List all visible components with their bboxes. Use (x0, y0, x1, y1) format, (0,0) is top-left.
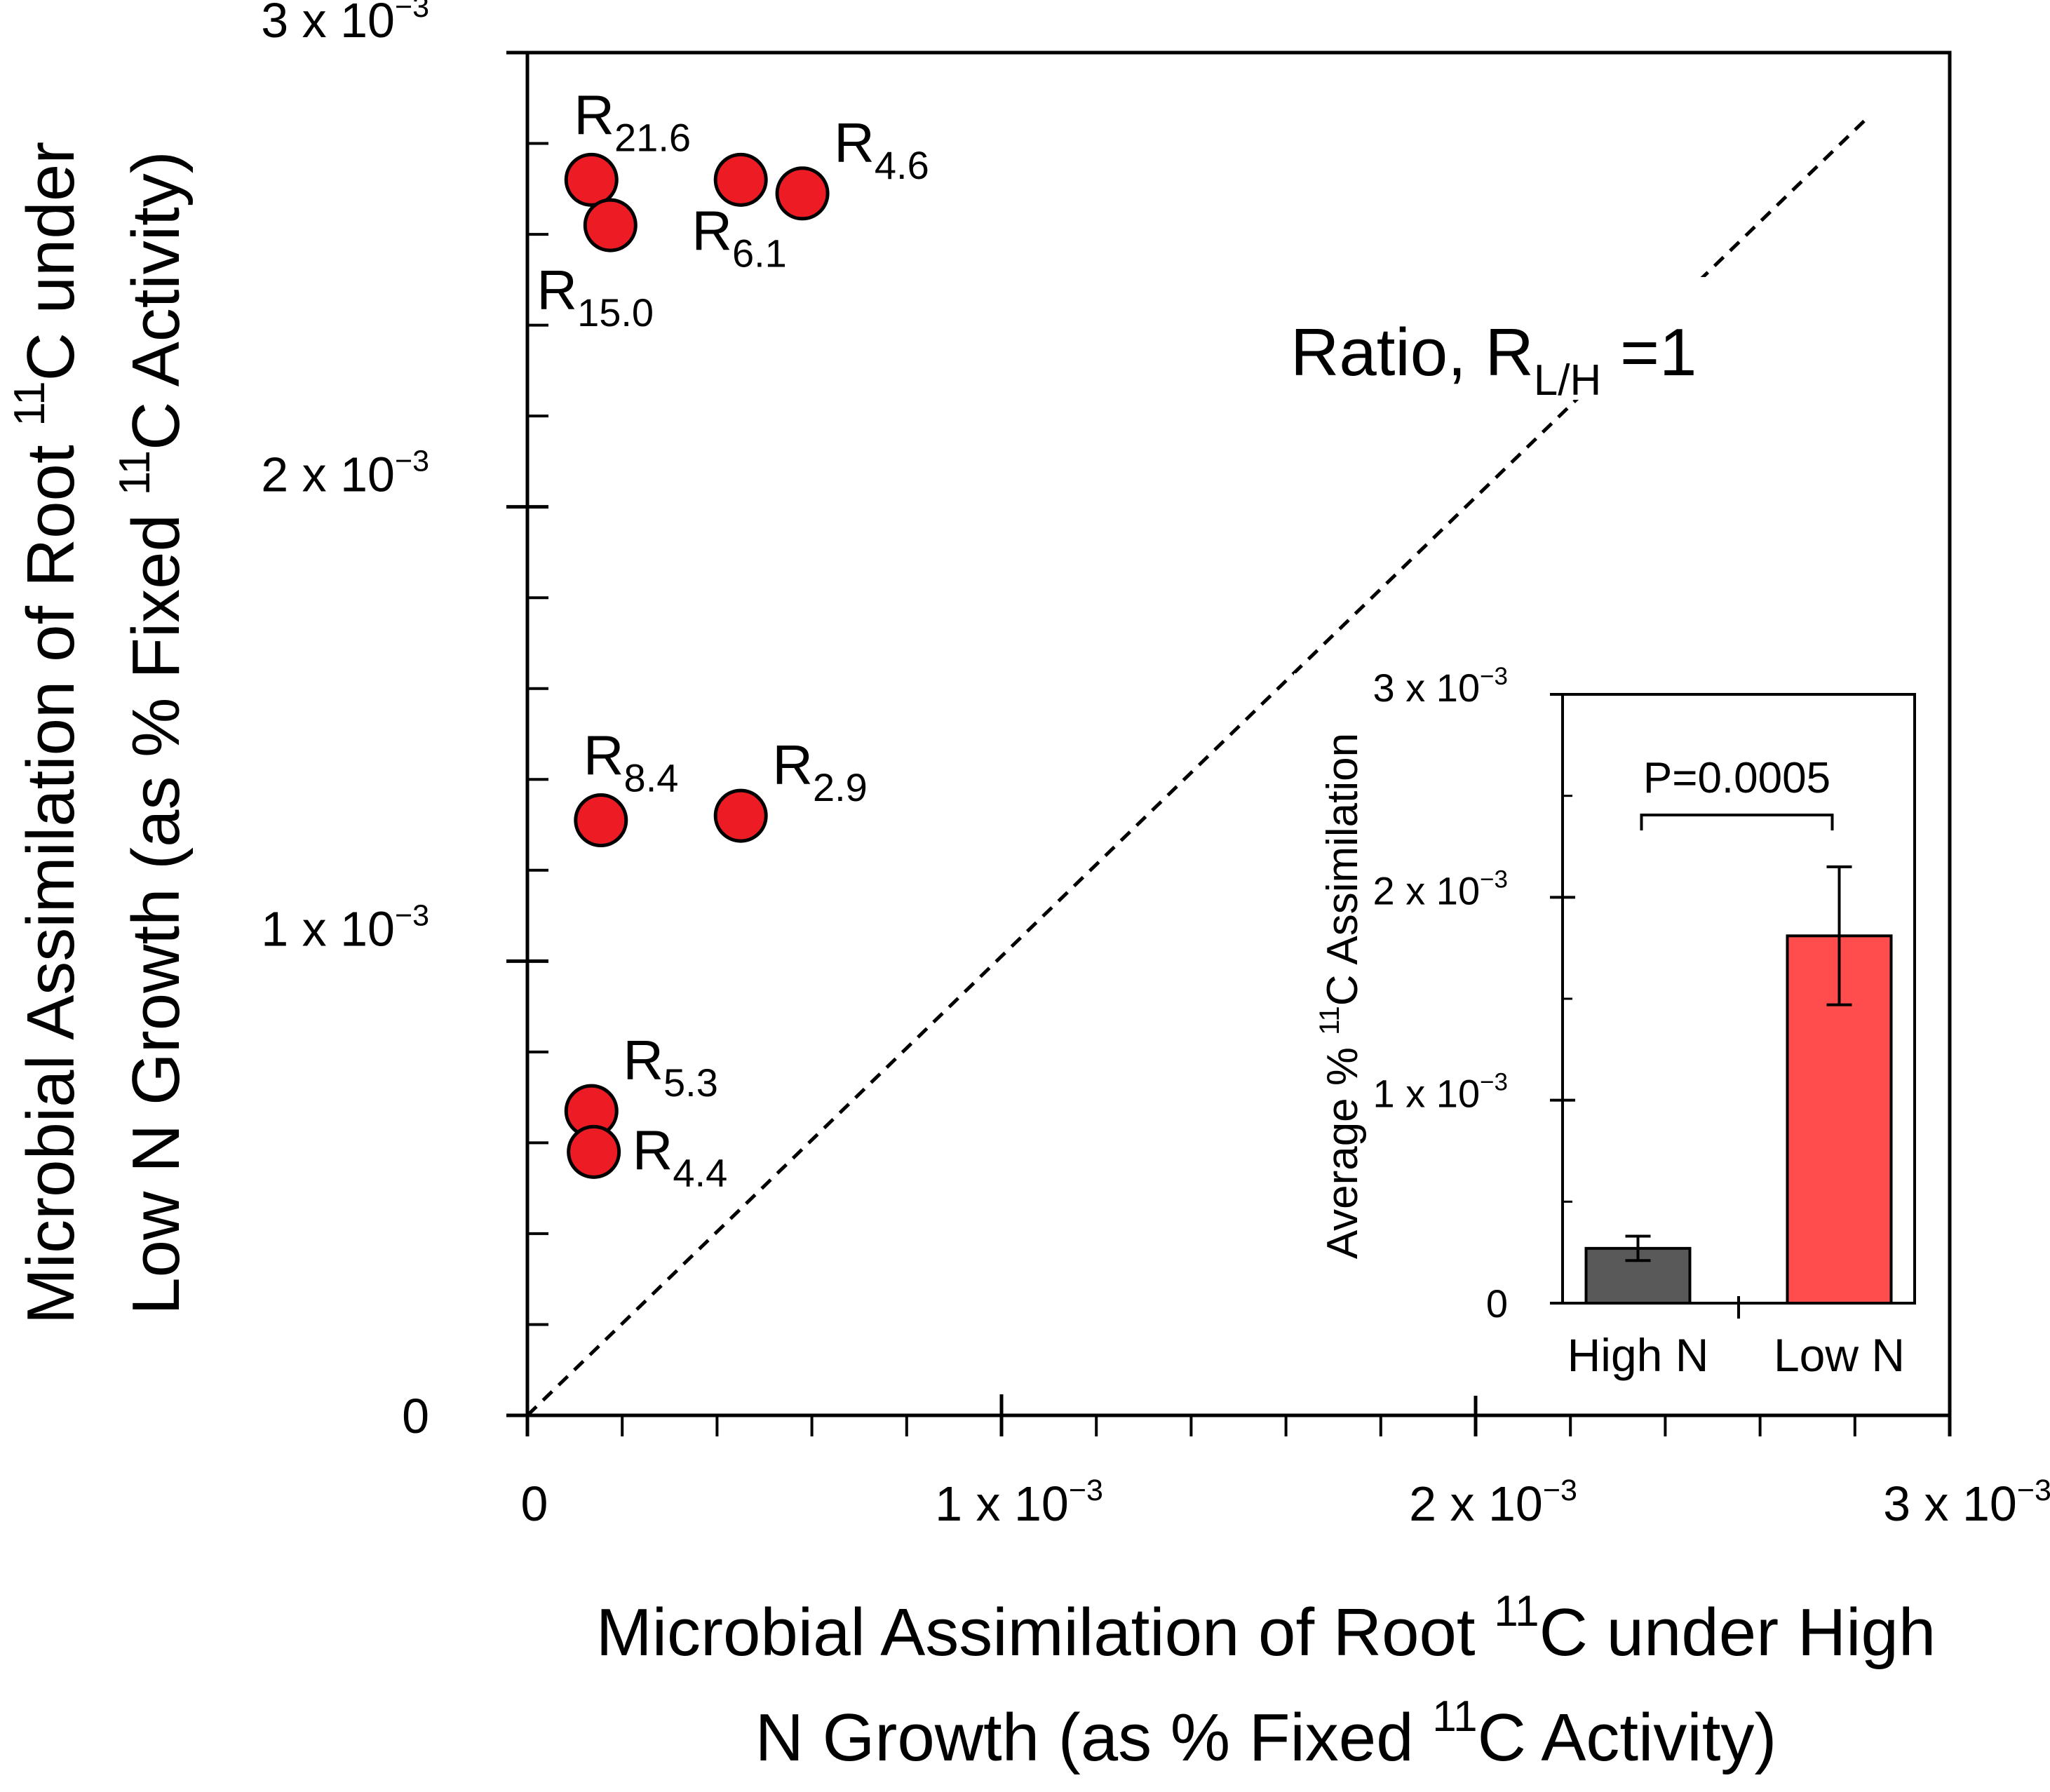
data-point (574, 793, 628, 848)
main-scatter-chart: 0 1 x 10−3 2 x 10−3 3 x 10−3 0 1 x 10−3 2 x 10… (6, 0, 2050, 1775)
inset-y-tick-label: 0 (1486, 1281, 1508, 1326)
x-tick-label: 2 x 10−3 (1409, 1474, 1577, 1531)
y-tick-label: 1 x 10−3 (261, 898, 429, 956)
x-axis-title-line1: Microbial Assimilation of Root 11C under… (596, 1587, 1936, 1670)
ratio-label: Ratio, RL/H =1 (1290, 315, 1697, 405)
y-tick-label: 0 (402, 1389, 429, 1443)
data-point (713, 788, 768, 843)
inset-category-label: Low N (1774, 1329, 1905, 1381)
point-label: R4.6 (834, 112, 929, 187)
y-axis-title-line2: Low N Growth (as % Fixed 11C Activity) (111, 151, 194, 1314)
significance-label: P=0.0005 (1643, 754, 1830, 802)
inset-y-tick-label: 3 x 10−3 (1373, 663, 1508, 710)
point-label: R21.6 (574, 83, 691, 159)
point-label: R15.0 (537, 259, 654, 335)
plot-frame (525, 50, 1952, 1417)
data-point (564, 152, 619, 207)
data-point (567, 1124, 621, 1179)
x-tick-label: 0 (521, 1476, 548, 1531)
x-tick-label: 3 x 10−3 (1883, 1474, 2050, 1531)
data-point (775, 166, 830, 221)
inset-y-axis-title: Average % 11C Assimilation (1314, 733, 1367, 1259)
y-axis-title-line1: Microbial Assimilation of Root 11C under (6, 142, 88, 1324)
inset-category-label: High N (1567, 1329, 1709, 1381)
point-label: R4.4 (633, 1119, 728, 1194)
x-axis-title-line2: N Growth (as % Fixed 11C Activity) (755, 1692, 1777, 1775)
data-point (713, 152, 768, 207)
point-label: R2.9 (772, 734, 868, 809)
data-point (583, 198, 638, 252)
inset-y-tick-label: 2 x 10−3 (1373, 865, 1508, 912)
inset-y-tick-label: 1 x 10−3 (1373, 1069, 1508, 1116)
point-label: R5.3 (623, 1029, 718, 1105)
x-tick-label: 1 x 10−3 (935, 1474, 1103, 1531)
significance-bracket (1640, 814, 1834, 830)
inset-bar-chart: 0 1 x 10−3 2 x 10−3 3 x 10−3 High N Low N P=0.… (1294, 663, 1925, 1396)
y-tick-label: 3 x 10−3 (261, 0, 429, 48)
point-label: R6.1 (692, 199, 787, 275)
ratio-label-background (1283, 277, 1732, 400)
y-tick-label: 2 x 10−3 (261, 445, 429, 502)
point-label: R8.4 (584, 725, 679, 800)
